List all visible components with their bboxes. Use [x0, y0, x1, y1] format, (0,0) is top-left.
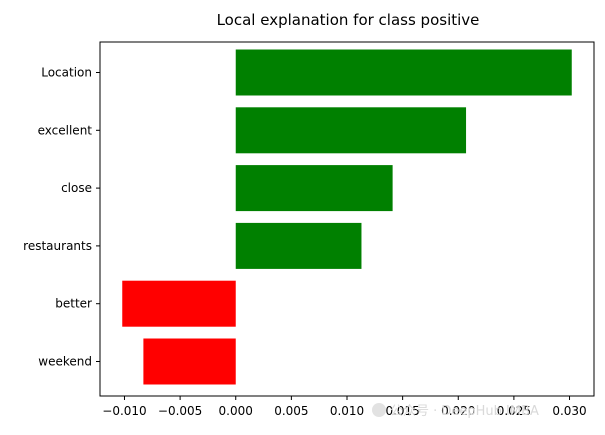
watermark-text: 公众号 · DeepHub IMBA [390, 404, 539, 419]
y-tick-label-weekend: weekend [38, 355, 92, 369]
bar-excellent [235, 107, 467, 154]
x-tick-label: 0.000 [219, 404, 253, 418]
bars-group [122, 49, 572, 385]
x-axis-ticks: −0.010 −0.005 0.000 0.005 0.010 0.015 0.020 0.0… [102, 396, 587, 418]
x-tick-label: 0.025 [497, 404, 531, 418]
x-tick-label: 0.005 [274, 404, 308, 418]
x-tick-label: 0.020 [441, 404, 475, 418]
bar-close [235, 165, 393, 212]
x-tick-label: 0.015 [385, 404, 419, 418]
bar-restaurants [235, 222, 362, 269]
y-tick-label-location: Location [41, 66, 92, 80]
bar-location [235, 49, 572, 96]
y-tick-label-better: better [55, 297, 92, 311]
bar-weekend [143, 338, 236, 385]
x-tick-label: 0.010 [330, 404, 364, 418]
x-tick-label: 0.030 [552, 404, 586, 418]
y-axis-ticks: Location excellent close restaurants better w… [23, 66, 100, 369]
y-tick-label-excellent: excellent [38, 123, 93, 137]
y-tick-label-close: close [61, 181, 92, 195]
bar-better [122, 280, 236, 327]
x-tick-label: −0.010 [102, 404, 146, 418]
x-tick-label: −0.005 [158, 404, 202, 418]
wechat-icon [372, 403, 386, 417]
y-tick-label-restaurants: restaurants [23, 239, 92, 253]
watermark: 公众号 · DeepHub IMBA [372, 400, 539, 419]
chart-title: Local explanation for class positive [217, 11, 480, 29]
